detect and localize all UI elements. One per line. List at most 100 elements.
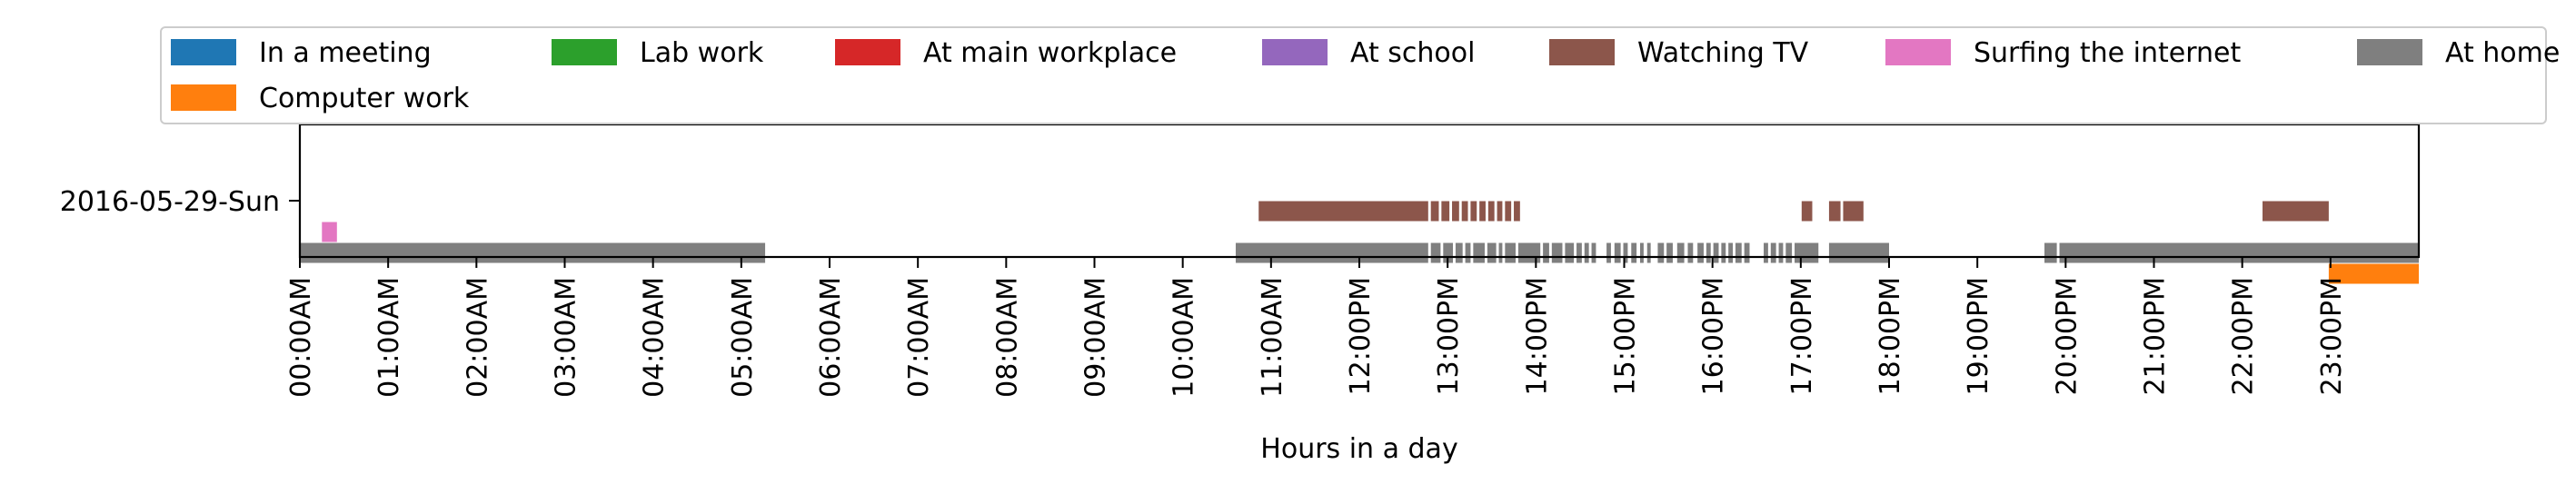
axis-layer: 00:00AM 01:00AM 02:00AM 03:00AM 04:00AM 05:00… [60, 186, 2348, 398]
x-tick-label-21: 21:00PM [2140, 277, 2172, 395]
x-tick-label-22: 22:00PM [2228, 277, 2260, 395]
bar-segment-watching-tv-3 [1452, 201, 1459, 222]
legend-swatch-2 [835, 39, 900, 65]
legend-swatch-0 [171, 39, 236, 65]
bar-segment-at-home-41 [2059, 242, 2419, 263]
bar-segment-at-home-38 [1795, 242, 1819, 263]
x-tick-label-16: 16:00PM [1698, 277, 1730, 395]
legend-swatch-4 [1549, 39, 1615, 65]
legend-swatch-6 [2357, 39, 2422, 65]
legend: In a meeting Lab work At main workplace At … [160, 26, 2560, 124]
x-tick-label-6: 06:00AM [815, 277, 847, 398]
bar-segment-at-home-22 [1646, 242, 1651, 263]
bar-segment-watching-tv-4 [1461, 201, 1468, 222]
bar-segment-at-home-30 [1721, 242, 1726, 263]
bar-segment-watching-tv-12 [1828, 201, 1841, 222]
bar-segment-watching-tv-1 [1430, 201, 1439, 222]
x-tick-label-23: 23:00PM [2316, 277, 2348, 395]
bar-segment-at-home-6 [1473, 242, 1485, 263]
x-tick-label-9: 09:00AM [1080, 277, 1112, 398]
bar-segment-at-home-10 [1517, 242, 1541, 263]
bar-segment-watching-tv-10 [1514, 201, 1520, 222]
bar-segment-at-home-40 [2044, 242, 2057, 263]
bar-segment-at-home-26 [1687, 242, 1694, 263]
bar-segment-at-home-17 [1606, 242, 1611, 263]
x-tick-label-8: 08:00AM [991, 277, 1023, 398]
bar-segment-at-home-21 [1639, 242, 1644, 263]
legend-swatch-7 [171, 84, 236, 111]
legend-label-7: Computer work [259, 83, 470, 114]
bar-segment-at-home-14 [1576, 242, 1582, 263]
x-tick-label-5: 05:00AM [727, 277, 759, 398]
bar-segment-at-home-29 [1713, 242, 1719, 263]
bar-segment-at-home-16 [1591, 242, 1596, 263]
legend-label-2: At main workplace [923, 37, 1177, 69]
x-tick-label-11: 11:00AM [1257, 277, 1288, 398]
x-tick-label-1: 01:00AM [373, 277, 405, 398]
x-tick-label-18: 18:00PM [1875, 277, 1906, 395]
legend-label-1: Lab work [640, 37, 764, 69]
bar-segment-at-home-12 [1551, 242, 1563, 263]
x-tick-label-13: 13:00PM [1433, 277, 1465, 395]
bar-segment-watching-tv-0 [1258, 201, 1428, 222]
legend-label-6: At home [2445, 37, 2560, 69]
bar-segment-at-home-1 [1235, 242, 1428, 263]
x-tick-label-2: 02:00AM [462, 277, 493, 398]
bar-segment-at-home-11 [1543, 242, 1549, 263]
bar-segment-at-home-23 [1657, 242, 1665, 263]
bar-segment-at-home-24 [1666, 242, 1673, 263]
bar-segment-at-home-13 [1565, 242, 1575, 263]
legend-label-3: At school [1350, 37, 1475, 69]
bar-segment-at-home-2 [1430, 242, 1441, 263]
bar-segment-at-home-33 [1744, 242, 1750, 263]
x-tick-label-4: 04:00AM [639, 277, 671, 398]
legend-swatch-3 [1262, 39, 1328, 65]
bar-segment-watching-tv-5 [1470, 201, 1477, 222]
bar-segment-at-home-31 [1728, 242, 1734, 263]
legend-label-4: Watching TV [1637, 37, 1809, 69]
x-tick-label-15: 15:00PM [1610, 277, 1642, 395]
legend-label-0: In a meeting [259, 37, 432, 69]
bar-segment-at-home-39 [1828, 242, 1889, 263]
bar-segment-at-home-8 [1498, 242, 1503, 263]
bar-segment-at-home-0 [300, 242, 766, 263]
bar-segment-at-home-36 [1778, 242, 1784, 263]
bars-layer [300, 201, 2419, 284]
bar-segment-at-home-19 [1623, 242, 1628, 263]
bar-segment-at-home-34 [1764, 242, 1768, 263]
legend-swatch-1 [552, 39, 617, 65]
bar-segment-at-home-15 [1584, 242, 1589, 263]
x-tick-label-20: 20:00PM [2051, 277, 2083, 395]
y-tick-label-0: 2016-05-29-Sun [60, 186, 280, 218]
x-tick-label-17: 17:00PM [1786, 277, 1818, 395]
bar-segment-watching-tv-6 [1479, 201, 1486, 222]
x-tick-label-12: 12:00PM [1345, 277, 1377, 395]
bar-segment-at-home-9 [1505, 242, 1516, 263]
x-tick-label-19: 19:00PM [1963, 277, 1994, 395]
bar-segment-watching-tv-8 [1497, 201, 1503, 222]
x-tick-label-0: 00:00AM [285, 277, 317, 398]
bar-segment-watching-tv-2 [1441, 201, 1450, 222]
bar-segment-watching-tv-13 [1843, 201, 1864, 222]
x-axis-label: Hours in a day [1260, 433, 1457, 465]
bar-segment-watching-tv-11 [1801, 201, 1813, 222]
x-tick-label-10: 10:00AM [1169, 277, 1200, 398]
legend-swatch-5 [1885, 39, 1951, 65]
bar-segment-at-home-27 [1697, 242, 1704, 263]
bar-segment-computer-work-0 [2328, 263, 2419, 284]
legend-label-5: Surfing the internet [1974, 37, 2241, 69]
bar-segment-at-home-25 [1676, 242, 1685, 263]
bar-segment-at-home-37 [1785, 242, 1793, 263]
bar-segment-watching-tv-14 [2263, 201, 2329, 222]
bar-segment-at-home-18 [1614, 242, 1621, 263]
bar-segment-at-home-7 [1487, 242, 1497, 263]
bar-segment-watching-tv-9 [1505, 201, 1512, 222]
plot-frame [298, 123, 2421, 259]
x-tick-label-14: 14:00PM [1521, 277, 1553, 395]
bar-segment-at-home-4 [1455, 242, 1463, 263]
bar-segment-at-home-35 [1770, 242, 1776, 263]
bar-segment-watching-tv-7 [1487, 201, 1495, 222]
x-tick-label-7: 07:00AM [903, 277, 935, 398]
